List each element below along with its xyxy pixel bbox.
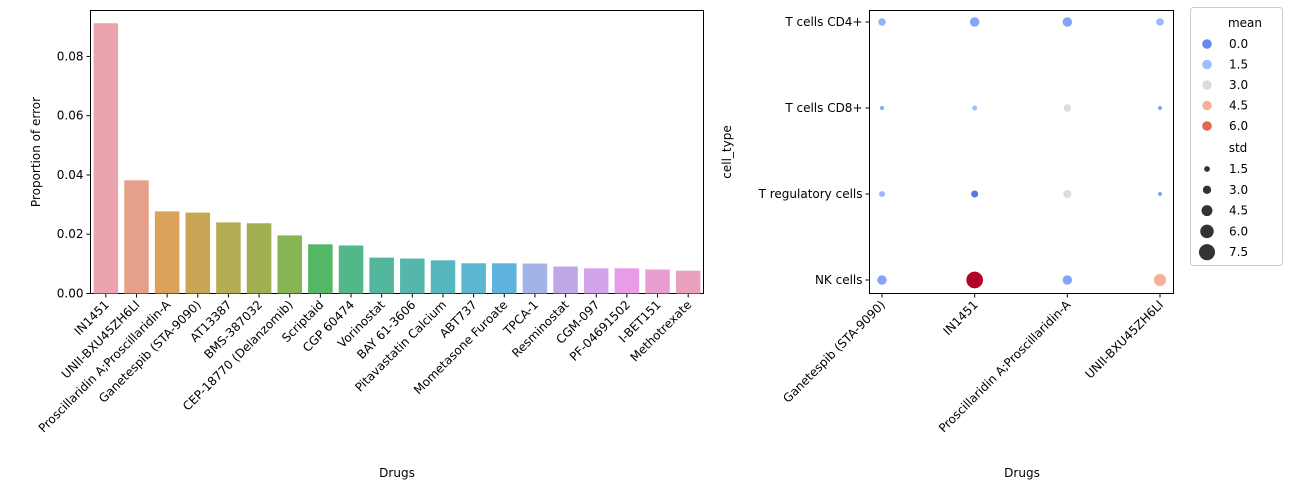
dot-point xyxy=(1155,17,1165,27)
legend-size-label: 4.5 xyxy=(1229,204,1248,218)
bar xyxy=(154,211,180,294)
legend-size-marker xyxy=(1202,185,1212,194)
bar xyxy=(492,263,517,294)
legend-hue-marker xyxy=(1202,121,1212,131)
dot-x-tick-label: IN1451 xyxy=(940,298,980,338)
dot-y-tick-label: NK cells xyxy=(815,273,863,287)
dot-point xyxy=(1153,273,1167,287)
bar xyxy=(522,263,548,294)
dot-point xyxy=(1061,274,1073,286)
bar-chart-panel: 0.00 0.02 0.04 0.06 0.08 IN1451UNII-BXU45ZH6… xyxy=(29,10,704,480)
legend: mean 0.0 1.5 3.0 4.5 6.0 std 1.5 3.0 4.5 6.0 7.5 xyxy=(1190,7,1283,266)
legend-size-label: 7.5 xyxy=(1229,245,1248,259)
legend-size-entries: 1.5 3.0 4.5 6.0 7.5 xyxy=(1198,162,1248,261)
bar xyxy=(675,270,701,294)
bar xyxy=(216,222,241,294)
legend-hue-entries: 0.0 1.5 3.0 4.5 6.0 xyxy=(1202,37,1248,133)
dot-point xyxy=(877,17,887,27)
bar xyxy=(461,263,486,294)
legend-size-label: 3.0 xyxy=(1229,183,1248,197)
dot-plot-panel: T cells CD4+ T cells CD8+ T regulatory cel… xyxy=(720,7,1283,480)
dot-x-tick-label: Ganetespib (STA-9090) xyxy=(780,298,888,406)
legend-hue-label: 6.0 xyxy=(1229,119,1248,133)
bar xyxy=(614,268,640,294)
dot-point xyxy=(878,190,886,198)
bar xyxy=(185,212,211,294)
dot-x-ticks: Ganetespib (STA-9090) IN1451Proscillaridi… xyxy=(780,293,1166,435)
bar xyxy=(124,180,149,294)
bar xyxy=(308,244,333,294)
bar-y-tick-label: 0.06 xyxy=(57,109,84,123)
legend-size-label: 6.0 xyxy=(1229,224,1248,238)
legend-size-marker xyxy=(1204,166,1210,172)
dot-y-tick-label: T regulatory cells xyxy=(758,187,863,201)
dot-point xyxy=(969,16,981,28)
legend-size-title: std xyxy=(1229,141,1248,155)
legend-hue-marker xyxy=(1202,59,1212,70)
bar-plot-area xyxy=(90,10,704,294)
legend-hue-label: 0.0 xyxy=(1229,37,1248,51)
dot-plot-area xyxy=(869,10,1174,294)
dot-x-axis-label: Drugs xyxy=(1004,466,1040,480)
bar xyxy=(93,23,119,294)
legend-hue-marker xyxy=(1202,39,1212,49)
dot-point xyxy=(1061,16,1073,28)
dot-point xyxy=(1157,191,1163,197)
bar xyxy=(400,258,425,294)
dot-series xyxy=(876,16,1167,289)
dot-point xyxy=(965,271,984,289)
bar xyxy=(246,223,272,294)
dot-point xyxy=(879,105,885,111)
dot-point xyxy=(1062,103,1072,113)
bar xyxy=(338,245,364,294)
bar xyxy=(645,269,670,294)
legend-frame xyxy=(1190,7,1283,266)
legend-hue-title: mean xyxy=(1228,16,1262,30)
bar-x-tick-label: Proscillaridin A;Proscillaridin-A xyxy=(36,297,174,435)
legend-size-marker xyxy=(1198,244,1216,261)
dot-point xyxy=(1062,189,1072,199)
dot-y-axis-label: cell_type xyxy=(720,125,734,178)
dot-x-tick-label: UNII-BXU45ZH6LI xyxy=(1082,298,1166,382)
bar-y-tick-label: 0.08 xyxy=(57,49,84,63)
legend-size-label: 1.5 xyxy=(1229,162,1248,176)
bar xyxy=(553,266,578,294)
bar-x-axis-label: Drugs xyxy=(379,466,415,480)
dot-y-tick-label: T cells CD8+ xyxy=(784,101,862,115)
dot-y-tick-label: T cells CD4+ xyxy=(784,15,862,29)
bar-y-tick-label: 0.02 xyxy=(57,227,84,241)
legend-size-marker xyxy=(1200,224,1214,239)
legend-hue-marker xyxy=(1202,100,1212,111)
bar-y-axis-label: Proportion of error xyxy=(29,97,43,207)
bar xyxy=(369,257,394,294)
bar-y-tick-label: 0.00 xyxy=(57,287,84,301)
legend-hue-label: 1.5 xyxy=(1229,58,1248,72)
legend-hue-label: 4.5 xyxy=(1229,99,1248,113)
dot-point xyxy=(970,189,979,199)
dot-point xyxy=(971,104,978,112)
bar-y-tick-label: 0.04 xyxy=(57,168,84,182)
legend-hue-marker xyxy=(1202,80,1212,90)
bar-y-ticks: 0.00 0.02 0.04 0.06 0.08 xyxy=(57,49,91,301)
dot-point xyxy=(1157,105,1163,111)
legend-hue-label: 3.0 xyxy=(1229,78,1248,92)
dot-y-ticks: T cells CD4+ T cells CD8+ T regulatory cel… xyxy=(758,15,870,287)
bar xyxy=(430,260,456,294)
dot-point xyxy=(876,274,888,286)
bar-series xyxy=(93,23,701,294)
bar xyxy=(277,235,302,294)
bar xyxy=(583,268,609,294)
legend-size-marker xyxy=(1201,205,1213,217)
